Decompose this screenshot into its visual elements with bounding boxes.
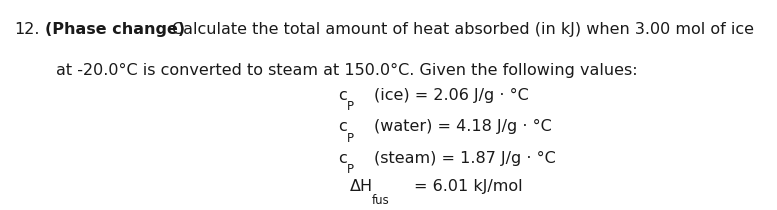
Text: (water) = 4.18 J/g · °C: (water) = 4.18 J/g · °C [374,119,552,134]
Text: P: P [347,132,354,145]
Text: P: P [347,163,354,176]
Text: c: c [338,151,347,166]
Text: Calculate the total amount of heat absorbed (in kJ) when 3.00 mol of ice: Calculate the total amount of heat absor… [172,22,754,37]
Text: = 6.01 kJ/mol: = 6.01 kJ/mol [414,179,523,194]
Text: (Phase change): (Phase change) [45,22,185,37]
Text: ΔH: ΔH [350,179,373,194]
Text: P: P [347,100,354,113]
Text: c: c [338,119,347,134]
Text: (ice) = 2.06 J/g · °C: (ice) = 2.06 J/g · °C [374,88,528,103]
Text: at -20.0°C is converted to steam at 150.0°C. Given the following values:: at -20.0°C is converted to steam at 150.… [56,63,638,78]
Text: (steam) = 1.87 J/g · °C: (steam) = 1.87 J/g · °C [374,151,556,166]
Text: fus: fus [371,194,389,207]
Text: c: c [338,88,347,103]
Text: 12.: 12. [14,22,40,37]
